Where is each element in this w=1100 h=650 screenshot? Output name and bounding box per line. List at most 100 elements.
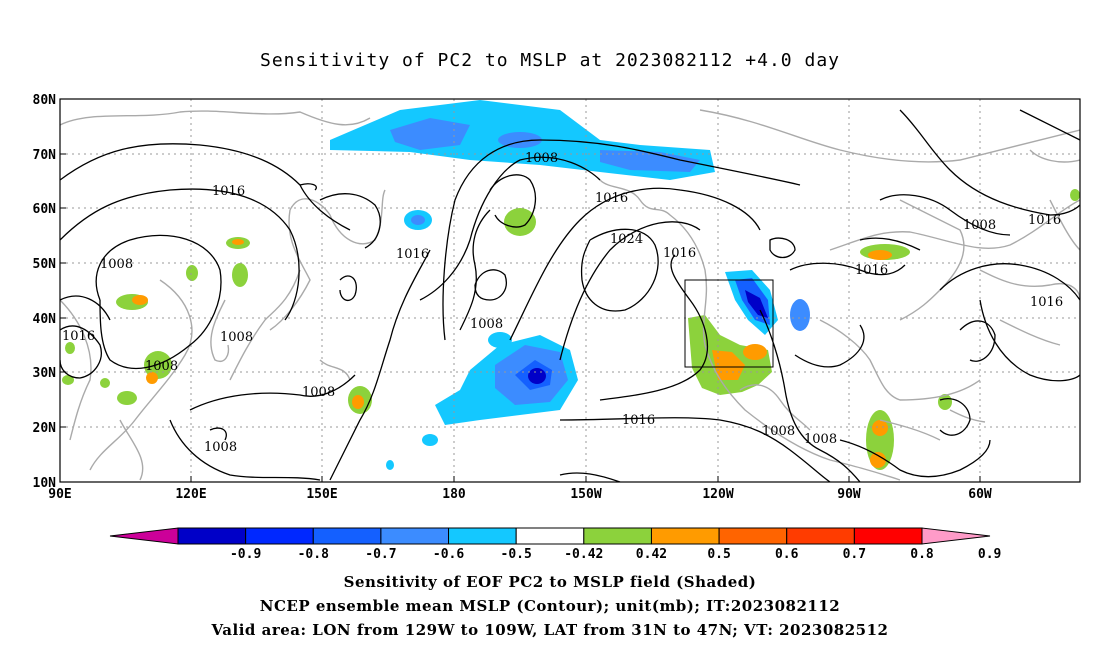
svg-text:1016: 1016 — [595, 191, 628, 206]
colorbar-segment — [650, 527, 720, 545]
svg-text:1024: 1024 — [610, 232, 643, 247]
colorbar-tick-label: -0.9 — [230, 547, 261, 562]
lon-labels: 90E 120E 150E 180 150W 120W 90W 60W — [48, 487, 992, 502]
colorbar-tick-label: 0.9 — [978, 547, 1001, 562]
lat-label: 40N — [33, 312, 57, 327]
svg-text:1016: 1016 — [622, 413, 655, 428]
map-frame — [59, 98, 1081, 483]
shade-green-n — [100, 378, 110, 388]
lon-label: 150E — [306, 487, 337, 502]
colorbar-tick-label: -0.7 — [365, 547, 396, 562]
shade-green-a — [504, 208, 536, 236]
lat-label: 60N — [33, 202, 57, 217]
colorbar-tick-label: 0.42 — [636, 547, 667, 562]
colorbar-tick-label: -0.5 — [501, 547, 532, 562]
colorbar-segment — [853, 527, 923, 545]
shade-orange-e — [352, 395, 364, 409]
contour-labels: 1008 1016 1008 1016 1024 1016 1008 1016 … — [62, 151, 1063, 455]
shade-pacific-small-2 — [422, 434, 438, 446]
colorbar-tick-label: -0.6 — [433, 547, 464, 562]
lat-label: 30N — [33, 366, 57, 381]
lon-label: 90E — [48, 487, 71, 502]
plot-title: Sensitivity of PC2 to MSLP at 2023082112… — [259, 50, 840, 71]
mslp-contours — [60, 109, 1080, 482]
caption-line-1: Sensitivity of EOF PC2 to MSLP field (Sh… — [343, 573, 757, 591]
shade-orange-c2 — [870, 452, 886, 468]
shade-pacific-core — [528, 368, 546, 384]
shade-orange-b — [868, 250, 892, 260]
colorbar-tick-label: 0.6 — [775, 547, 799, 562]
lon-label: 90W — [837, 487, 861, 502]
lon-label: 180 — [442, 487, 466, 502]
svg-text:1008: 1008 — [804, 432, 837, 447]
coastlines — [60, 109, 1080, 481]
lat-label: 80N — [33, 93, 57, 108]
shade-green-g — [232, 263, 248, 287]
shade-pacific-small — [488, 332, 512, 348]
colorbar-tick-label: 0.5 — [707, 547, 730, 562]
valid-area-box — [684, 279, 774, 368]
shade-orange-c1 — [872, 420, 888, 436]
colorbar-tick-label: 0.7 — [843, 547, 866, 562]
svg-text:1016: 1016 — [1030, 295, 1063, 310]
shade-orange-f — [232, 239, 244, 245]
lon-label: 120W — [702, 487, 733, 502]
svg-text:1016: 1016 — [396, 247, 429, 262]
caption-line-3: Valid area: LON from 129W to 109W, LAT f… — [211, 621, 889, 639]
svg-text:1008: 1008 — [963, 218, 996, 233]
lat-label: 10N — [33, 476, 57, 491]
lon-label: 150W — [570, 487, 601, 502]
sensitivity-shading — [62, 100, 1080, 470]
shade-green-l — [65, 342, 75, 354]
svg-text:1008: 1008 — [100, 257, 133, 272]
colorbar-segment — [786, 527, 855, 545]
svg-text:1008: 1008 — [762, 424, 795, 439]
colorbar-tick-label: 0.8 — [910, 547, 934, 562]
colorbar-segment — [515, 527, 585, 545]
lon-label: 120E — [175, 487, 206, 502]
colorbar-segment — [718, 527, 788, 545]
shade-green-o — [1070, 189, 1080, 201]
svg-text:1016: 1016 — [663, 246, 696, 261]
colorbar-left-arrow — [109, 527, 179, 545]
shade-green-j — [117, 391, 137, 405]
shade-blue-p — [386, 460, 394, 470]
colorbar-right-arrow — [921, 527, 991, 545]
svg-text:1008: 1008 — [204, 440, 237, 455]
colorbar-tick-label: -0.8 — [298, 547, 329, 562]
colorbar-segment — [312, 527, 382, 545]
shade-green-k — [186, 265, 198, 281]
caption-line-2: NCEP ensemble mean MSLP (Contour); unit(… — [259, 597, 841, 615]
shade-orange-i — [146, 372, 158, 384]
axis-ticks — [60, 98, 981, 482]
colorbar-segment — [583, 527, 652, 545]
shade-westcoast-small — [790, 299, 810, 331]
svg-text:1016: 1016 — [1028, 213, 1061, 228]
svg-text:1008: 1008 — [220, 330, 253, 345]
shade-arctic-blue — [390, 118, 470, 150]
shade-westcoast-darkblue — [745, 290, 768, 318]
shade-orange-h — [132, 295, 148, 305]
lon-label: 60W — [968, 487, 992, 502]
svg-text:1008: 1008 — [302, 385, 335, 400]
svg-text:1008: 1008 — [145, 359, 178, 374]
shade-arctic-blue-2 — [600, 150, 700, 172]
svg-text:1016: 1016 — [212, 184, 245, 199]
shade-westcoast-orange-2 — [743, 344, 767, 360]
shade-pacific-small-4 — [411, 215, 425, 225]
colorbar-tick-label: -0.42 — [564, 547, 603, 562]
colorbar-segment — [448, 527, 517, 545]
colorbar-segment — [177, 527, 247, 545]
svg-text:1008: 1008 — [470, 317, 503, 332]
svg-text:1016: 1016 — [62, 329, 95, 344]
colorbar: -0.9 -0.8 -0.7 -0.6 -0.5 -0.42 0.42 0.5 0.6 0.7 0.… — [109, 527, 1001, 562]
lat-label: 50N — [33, 257, 57, 272]
lat-labels: 80N 70N 60N 50N 40N 30N 20N 10N — [33, 93, 57, 491]
lat-label: 20N — [33, 421, 57, 436]
lat-label: 70N — [33, 148, 57, 163]
colorbar-segment — [380, 527, 450, 545]
colorbar-segment — [245, 527, 314, 545]
gridlines — [60, 99, 1080, 482]
svg-text:1008: 1008 — [525, 151, 558, 166]
